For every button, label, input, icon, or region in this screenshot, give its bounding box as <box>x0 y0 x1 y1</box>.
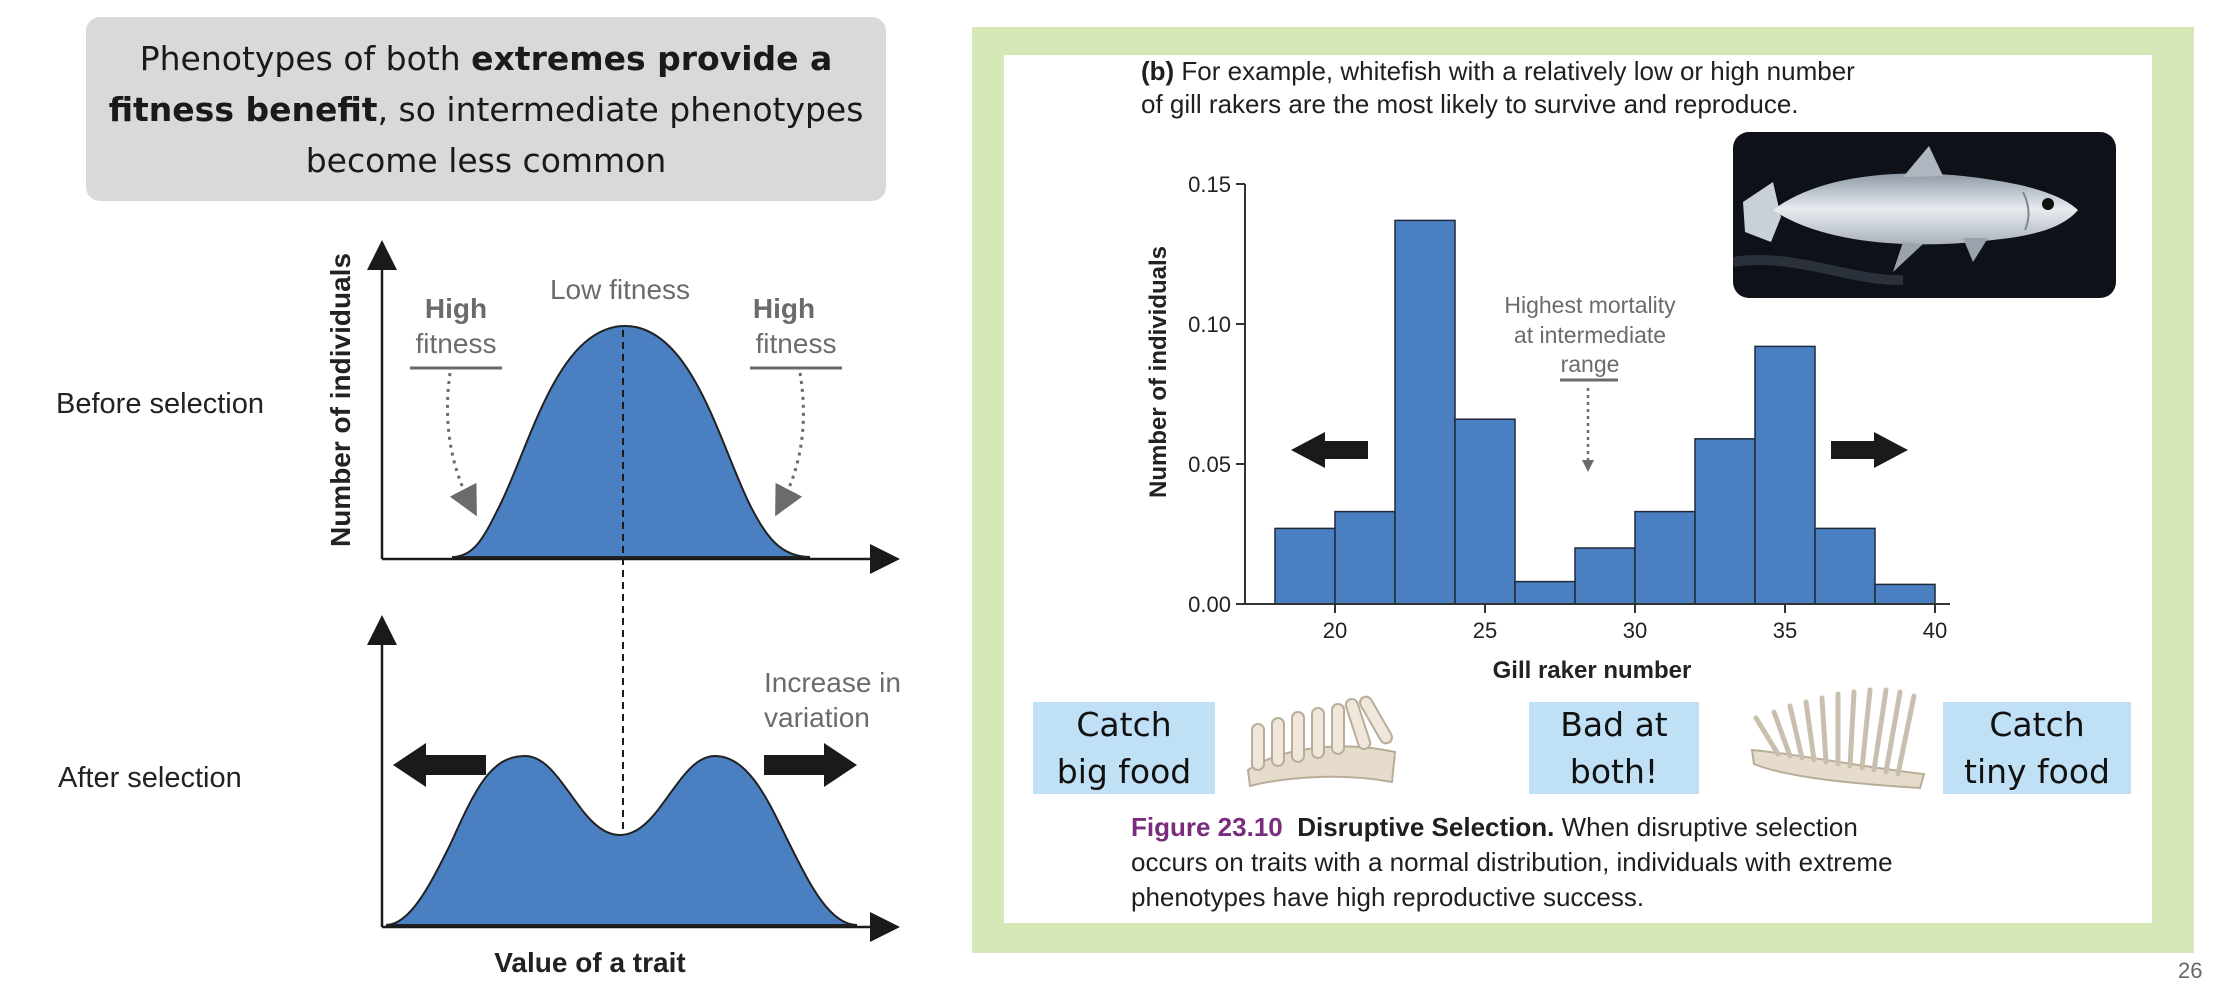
mortality-annotation-line-3: range <box>1561 351 1620 377</box>
catch-tiny-food-line-1: Catch <box>1989 705 2085 744</box>
histogram-bar <box>1574 547 1636 605</box>
catch-big-food-box: Catch big food <box>1033 702 1215 794</box>
page-number: 26 <box>2178 958 2203 983</box>
catch-tiny-food-line-2: tiny food <box>1964 752 2110 791</box>
y-tick-label: 0.00 <box>1188 592 1231 617</box>
mortality-annotation-line-2: at intermediate <box>1514 322 1666 348</box>
figure-caption-line-1: Figure 23.10 Disruptive Selection. When … <box>1131 812 1858 842</box>
right-shift-arrow <box>764 743 857 787</box>
bad-at-both-line-2: both! <box>1569 752 1659 791</box>
figure-caption: Figure 23.10 Disruptive Selection. When … <box>1131 810 1893 915</box>
y-axis-label: Number of individuals <box>325 253 356 547</box>
high-fitness-left-arrow <box>446 372 477 517</box>
histogram-bar <box>1514 580 1576 605</box>
histogram-bars <box>1274 219 1936 605</box>
low-fitness-label: Low fitness <box>550 274 690 305</box>
x-tick-label: 20 <box>1323 618 1347 643</box>
high-fitness-left-bold: High <box>425 293 487 324</box>
callout-line-2: fitness benefit, so intermediate phenoty… <box>108 89 864 129</box>
gill-raker-histogram: Number of individuals 0.00 0.05 0.10 0.15 2… <box>1145 172 1950 684</box>
catch-big-food-line-2: big food <box>1056 752 1192 791</box>
disruptive-selection-diagram: Number of individuals Low fitness High f… <box>325 240 901 978</box>
before-distribution-curve <box>451 324 811 558</box>
after-selection-label: After selection <box>58 762 242 794</box>
key-point-callout: Phenotypes of both extremes provide a fi… <box>86 17 886 201</box>
high-fitness-right-arrow <box>775 372 805 517</box>
y-tick-label: 0.05 <box>1188 452 1231 477</box>
before-selection-label: Before selection <box>56 388 264 420</box>
x-tick-label: 30 <box>1623 618 1647 643</box>
high-fitness-left-text: fitness <box>416 328 497 359</box>
callout-line-1: Phenotypes of both extremes provide a <box>139 38 833 78</box>
left-big-arrow <box>1291 432 1368 468</box>
x-tick-label: 25 <box>1473 618 1497 643</box>
increase-variation-line-2: variation <box>764 702 870 733</box>
histogram-bar <box>1754 345 1816 605</box>
histogram-bar <box>1454 418 1516 605</box>
figure-caption-line-3: phenotypes have high reproductive succes… <box>1131 882 1645 912</box>
x-tick-label: 40 <box>1923 618 1947 643</box>
histogram-bar <box>1274 527 1336 605</box>
histogram-bar <box>1394 219 1456 605</box>
y-tick-label: 0.10 <box>1188 312 1231 337</box>
bad-at-both-box: Bad at both! <box>1529 702 1699 794</box>
panel-b-caption: (b) For example, whitefish with a relati… <box>1141 55 1855 121</box>
left-shift-arrow <box>393 743 486 787</box>
high-fitness-right-text: fitness <box>756 328 837 359</box>
mortality-annotation-line-1: Highest mortality <box>1504 292 1676 318</box>
x-axis-ticks: 20 25 30 35 40 <box>1323 604 1947 643</box>
panel-b-caption-line-2: of gill rakers are the most likely to su… <box>1141 89 1799 119</box>
high-fitness-right-bold: High <box>753 293 815 324</box>
figure-caption-line-2: occurs on traits with a normal distribut… <box>1131 847 1893 877</box>
histogram-bar <box>1814 527 1876 605</box>
y-tick-label: 0.15 <box>1188 172 1231 197</box>
histogram-bar <box>1334 510 1396 605</box>
y-axis-ticks: 0.00 0.05 0.10 0.15 <box>1188 172 1245 617</box>
x-tick-label: 35 <box>1773 618 1797 643</box>
histogram-bar <box>1634 510 1696 605</box>
increase-variation-line-1: Increase in <box>764 667 901 698</box>
mortality-arrowhead <box>1582 460 1594 472</box>
many-gill-rakers-illustration <box>1750 687 1926 790</box>
chart-x-axis-label: Gill raker number <box>1493 657 1692 684</box>
histogram-bar <box>1874 583 1936 605</box>
x-axis-label: Value of a trait <box>494 947 685 978</box>
callout-line-3: become less common <box>305 140 667 180</box>
panel-b-caption-line-1: (b) For example, whitefish with a relati… <box>1141 56 1855 86</box>
whitefish-photo <box>1733 132 2116 298</box>
chart-y-axis-label: Number of individuals <box>1145 246 1172 498</box>
histogram-bar <box>1694 438 1756 605</box>
right-big-arrow <box>1831 432 1908 468</box>
catch-tiny-food-box: Catch tiny food <box>1943 702 2131 794</box>
after-distribution-curve <box>385 754 858 926</box>
bad-at-both-line-1: Bad at <box>1560 705 1668 744</box>
catch-big-food-line-1: Catch <box>1076 705 1172 744</box>
few-gill-rakers-illustration <box>1246 695 1397 788</box>
